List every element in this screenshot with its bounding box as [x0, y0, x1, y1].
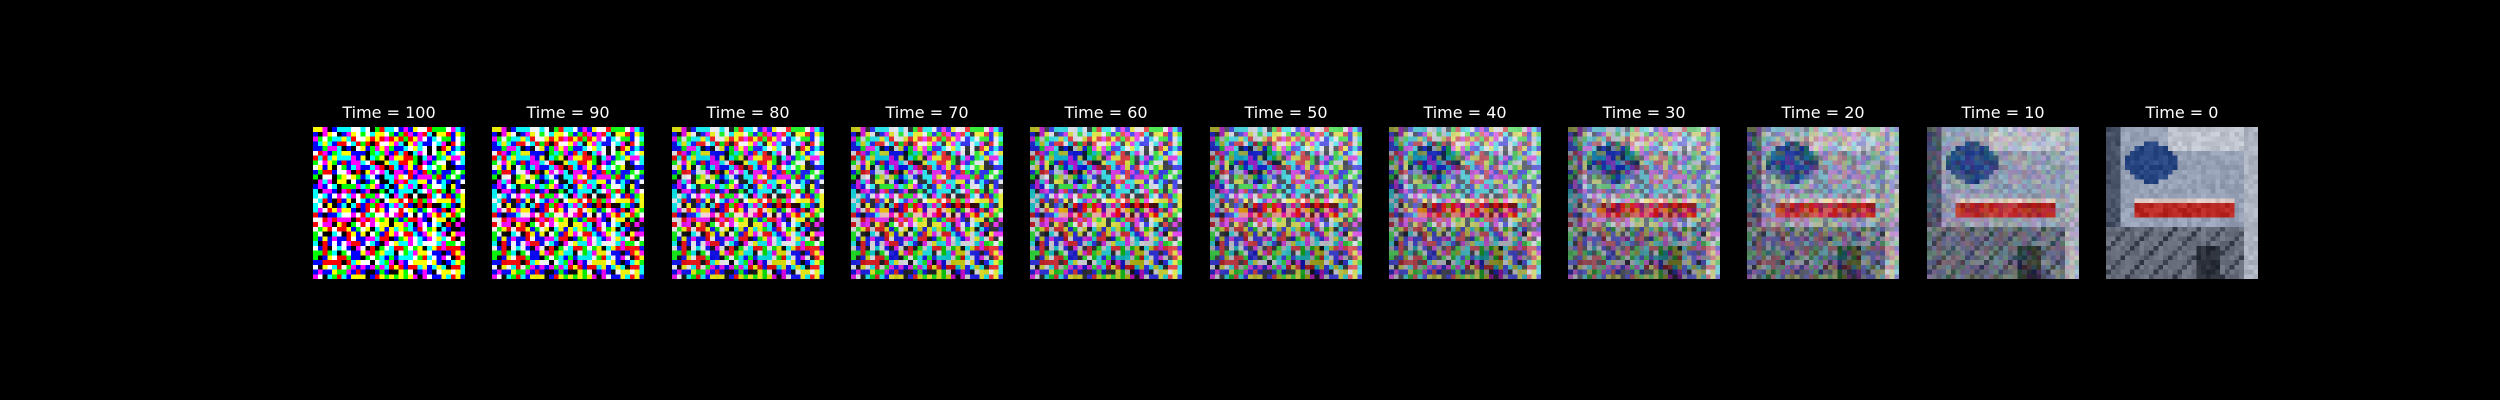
- denoised-image: [1210, 127, 1362, 279]
- panel-time-step: Time = 80: [672, 103, 824, 279]
- panel-time-step: Time = 40: [1389, 103, 1541, 279]
- panel-time-step: Time = 100: [313, 103, 465, 279]
- panel-title: Time = 60: [1064, 103, 1148, 122]
- denoised-image: [492, 127, 644, 279]
- panel-title: Time = 100: [342, 103, 436, 122]
- panel-time-step: Time = 10: [1927, 103, 2079, 279]
- panel-time-step: Time = 50: [1210, 103, 1362, 279]
- denoised-image: [2106, 127, 2258, 279]
- panel-title: Time = 10: [1961, 103, 2045, 122]
- panel-time-step: Time = 70: [851, 103, 1003, 279]
- panel-title: Time = 80: [706, 103, 790, 122]
- denoised-image: [1747, 127, 1899, 279]
- panel-time-step: Time = 60: [1030, 103, 1182, 279]
- denoised-image: [672, 127, 824, 279]
- panel-title: Time = 20: [1781, 103, 1865, 122]
- panel-title: Time = 30: [1602, 103, 1686, 122]
- panel-time-step: Time = 0: [2106, 103, 2258, 279]
- panel-time-step: Time = 30: [1568, 103, 1720, 279]
- panel-time-step: Time = 90: [492, 103, 644, 279]
- denoised-image: [313, 127, 465, 279]
- panel-title: Time = 40: [1423, 103, 1507, 122]
- panel-time-step: Time = 20: [1747, 103, 1899, 279]
- denoised-image: [1030, 127, 1182, 279]
- denoised-image: [1927, 127, 2079, 279]
- panel-title: Time = 90: [526, 103, 610, 122]
- denoised-image: [1389, 127, 1541, 279]
- denoised-image: [1568, 127, 1720, 279]
- denoised-image: [851, 127, 1003, 279]
- panel-title: Time = 50: [1244, 103, 1328, 122]
- panel-title: Time = 70: [885, 103, 969, 122]
- panel-title: Time = 0: [2145, 103, 2219, 122]
